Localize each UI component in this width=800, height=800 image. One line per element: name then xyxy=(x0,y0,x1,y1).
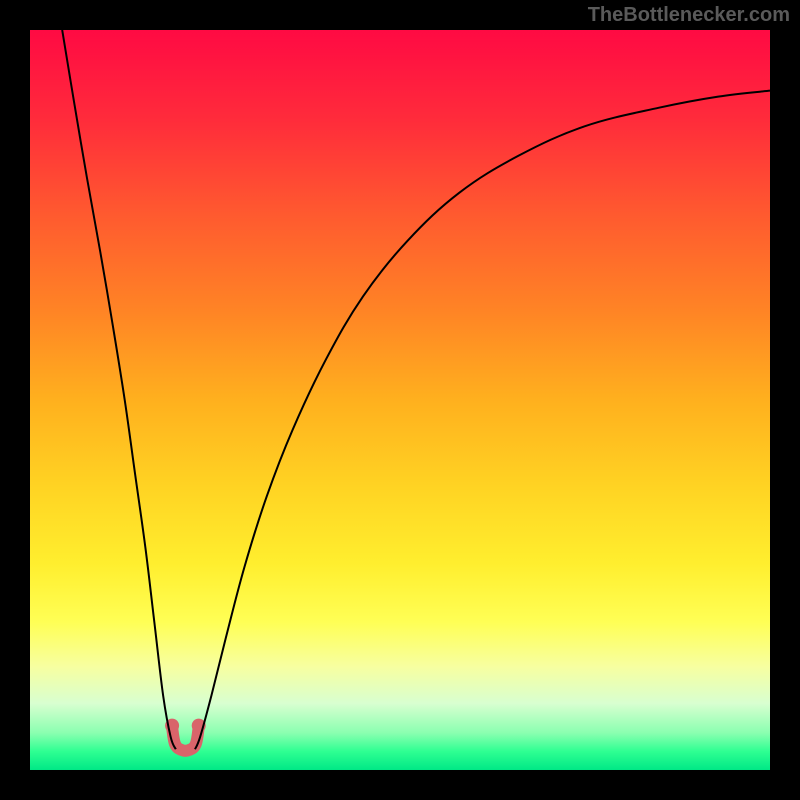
curve-left-branch xyxy=(62,30,176,749)
curve-svg xyxy=(30,30,770,770)
curve-right-branch xyxy=(195,91,770,750)
watermark-text: TheBottlenecker.com xyxy=(588,4,790,27)
chart-container: TheBottlenecker.com xyxy=(0,0,800,800)
plot-area xyxy=(30,30,770,770)
